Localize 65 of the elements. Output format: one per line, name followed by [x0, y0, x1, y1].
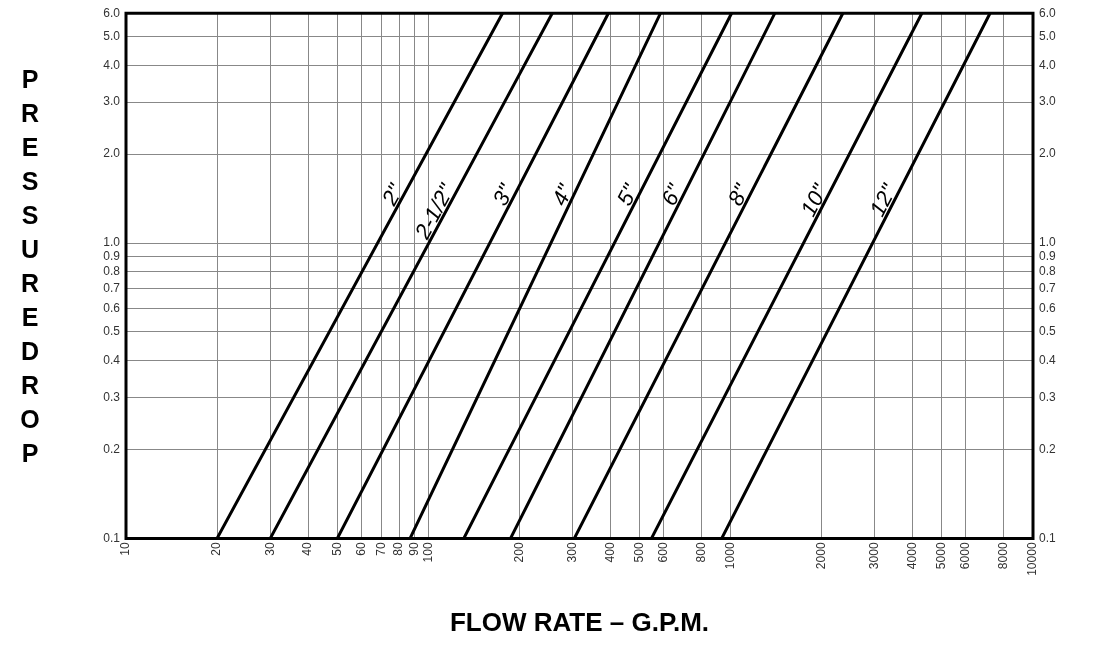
x-tick-label: 4000 [905, 542, 919, 570]
x-tick-label: 30 [262, 542, 277, 556]
text: 12" [864, 179, 902, 221]
text: 4.0 [103, 57, 120, 72]
x-tick-label: 8000 [996, 542, 1011, 570]
y-tick-label: 0.4 [1039, 352, 1057, 367]
y-tick-label: 5.0 [1039, 28, 1057, 43]
x-tick-label: 80 [391, 542, 406, 556]
x-tick-label: 800 [693, 542, 708, 563]
text: 6.0 [103, 5, 120, 20]
x-tick-label: 400 [602, 542, 617, 563]
x-tick-label: 600 [655, 542, 670, 563]
text: 5" [611, 179, 644, 210]
y-tick-label: 0.3 [1039, 389, 1057, 404]
y-tick-label: 2.0 [1039, 146, 1057, 161]
y-tick-label: 6.0 [1039, 5, 1057, 20]
x-tick-label: 200 [511, 542, 526, 563]
x-tick-label: 10000 [1025, 542, 1040, 576]
text: 2.0 [103, 146, 120, 161]
text: 3" [487, 179, 520, 210]
text: 0.7 [103, 281, 120, 296]
x-tick-label: 6000 [958, 542, 973, 570]
y-tick-label: 0.1 [1039, 530, 1057, 545]
x-tick-label: 40 [300, 542, 315, 556]
text: 0.1 [103, 530, 120, 545]
text: 0.9 [103, 248, 120, 263]
text: 10" [795, 179, 834, 221]
text: 4" [546, 179, 579, 210]
y-tick-label: 0.6 [1039, 300, 1057, 315]
text: 6" [656, 179, 689, 210]
x-tick-label: 70 [373, 542, 388, 556]
y-tick-label: 0.8 [1039, 263, 1057, 278]
text: 0.3 [103, 389, 120, 404]
x-tick-label: 500 [631, 542, 646, 563]
text: 0.8 [103, 263, 120, 278]
x-tick-label: 10 [118, 542, 133, 556]
text: 5.0 [103, 28, 120, 43]
y-tick-label: 0.9 [1039, 248, 1057, 263]
text: 3.0 [103, 94, 120, 109]
x-tick-label: 3000 [867, 542, 882, 570]
x-axis-title: FLOW RATE – G.P.M. [449, 606, 710, 637]
x-tick-label: 5000 [934, 542, 949, 570]
y-tick-label: 0.2 [1039, 441, 1057, 456]
y-tick-label: 4.0 [1039, 57, 1057, 72]
text: 2-1/2" [409, 178, 460, 244]
text: 8" [722, 179, 755, 210]
y-tick-label: 1.0 [1039, 235, 1057, 250]
text: 0.4 [103, 352, 120, 367]
x-tick-label: 100 [420, 542, 435, 563]
x-tick-label: 20 [209, 542, 224, 556]
text: PRESSURE DROP [20, 65, 40, 467]
text: 0.5 [103, 324, 120, 339]
x-tick-label: 90 [406, 542, 421, 556]
y-tick-label: 0.5 [1039, 324, 1057, 339]
x-tick-label: 300 [564, 542, 579, 563]
y-tick-label: 3.0 [1039, 94, 1057, 109]
x-tick-label: 60 [353, 542, 368, 556]
text: 2" [376, 178, 409, 211]
x-tick-label: 1000 [722, 542, 737, 570]
text: 0.2 [103, 441, 120, 456]
text: 1.0 [103, 235, 120, 250]
x-tick-label: 50 [329, 542, 344, 556]
y-tick-label: 0.7 [1039, 281, 1057, 296]
x-tick-label: 2000 [813, 542, 828, 570]
text: 0.6 [103, 300, 120, 315]
